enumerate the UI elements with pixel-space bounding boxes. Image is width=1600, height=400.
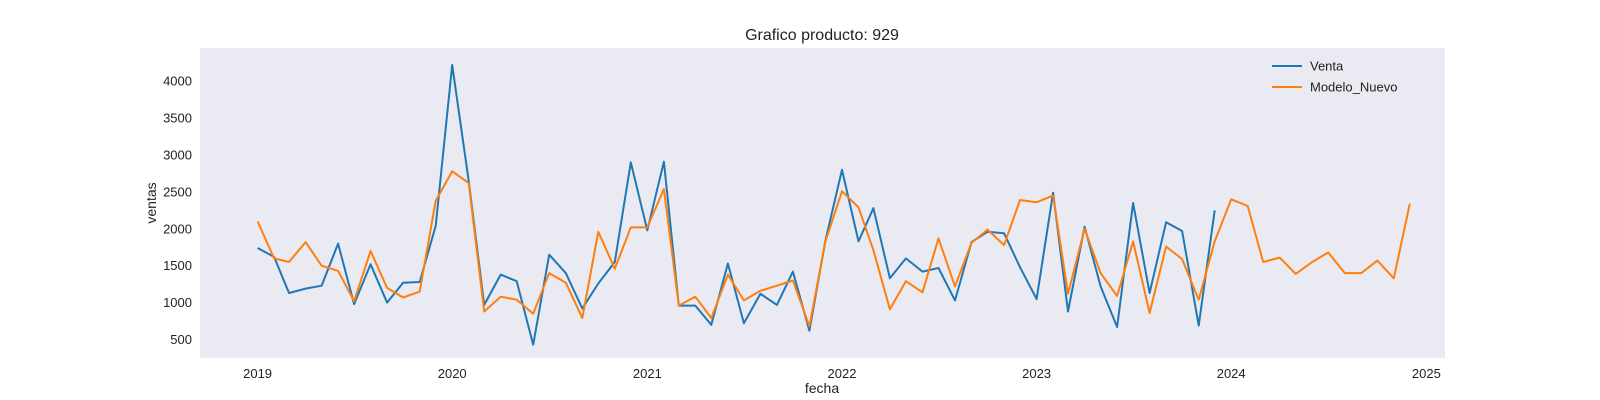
legend-label: Venta bbox=[1310, 59, 1344, 74]
x-axis: 2019 2020 2021 2022 2023 2024 2025 bbox=[243, 366, 1441, 381]
x-axis-label: fecha bbox=[805, 380, 839, 396]
x-tick-label: 2023 bbox=[1022, 366, 1051, 381]
chart-title: Grafico producto: 929 bbox=[745, 27, 899, 44]
x-tick-label: 2025 bbox=[1412, 366, 1441, 381]
series-layer bbox=[256, 64, 1411, 346]
y-tick-label: 1500 bbox=[163, 258, 192, 273]
x-tick-label: 2020 bbox=[438, 366, 467, 381]
y-tick-label: 4000 bbox=[163, 74, 192, 89]
y-tick-label: 3500 bbox=[163, 111, 192, 126]
x-tick-label: 2022 bbox=[828, 366, 857, 381]
x-tick-label: 2019 bbox=[243, 366, 272, 381]
series-line-modelo-nuevo bbox=[256, 170, 1411, 328]
x-tick-label: 2024 bbox=[1217, 366, 1246, 381]
y-tick-label: 3000 bbox=[163, 148, 192, 163]
plot-area bbox=[200, 48, 1445, 358]
y-tick-label: 2000 bbox=[163, 221, 192, 236]
legend: Venta Modelo_Nuevo bbox=[1272, 59, 1397, 95]
y-tick-label: 500 bbox=[170, 332, 192, 347]
y-tick-label: 1000 bbox=[163, 295, 192, 310]
y-tick-label: 2500 bbox=[163, 184, 192, 199]
x-tick-label: 2021 bbox=[633, 366, 662, 381]
y-axis: 500 1000 1500 2000 2500 3000 3500 4000 bbox=[163, 74, 192, 347]
y-axis-label: ventas bbox=[143, 182, 159, 223]
legend-label: Modelo_Nuevo bbox=[1310, 80, 1397, 95]
